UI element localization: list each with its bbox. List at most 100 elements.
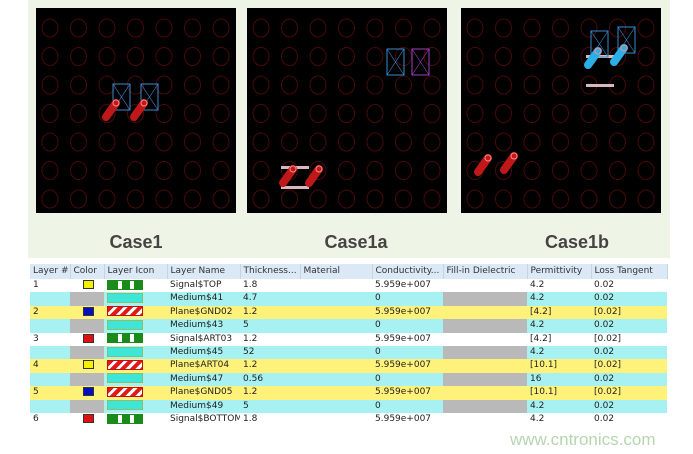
conductivity[interactable]: 5.959e+007 <box>372 332 443 347</box>
loss-tangent[interactable]: 0.02 <box>591 413 667 427</box>
layer-color[interactable] <box>70 359 104 373</box>
layer-color[interactable] <box>70 332 104 347</box>
color-swatch[interactable] <box>83 280 94 289</box>
table-row[interactable]: 1 Signal$TOP 1.8 5.959e+007 4.2 0.02 <box>30 279 667 293</box>
fill-in-dielectric[interactable] <box>443 386 527 400</box>
color-swatch[interactable] <box>83 333 94 343</box>
loss-tangent[interactable]: 0.02 <box>591 399 667 414</box>
column-header[interactable]: Conductivity... <box>372 264 444 279</box>
color-swatch[interactable] <box>83 306 94 316</box>
fill-in-dielectric[interactable] <box>443 346 527 360</box>
permittivity[interactable]: 4.2 <box>527 319 591 333</box>
column-header[interactable]: Permittivity <box>527 264 592 279</box>
permittivity[interactable]: 4.2 <box>527 279 591 293</box>
table-row[interactable]: Medium$41 4.7 0 4.2 0.02 <box>30 292 667 306</box>
permittivity[interactable]: 4.2 <box>527 292 591 306</box>
fill-in-dielectric[interactable] <box>443 292 527 306</box>
table-row[interactable]: Medium$43 5 0 4.2 0.02 <box>30 319 667 333</box>
conductivity[interactable]: 5.959e+007 <box>372 413 443 427</box>
fill-in-dielectric[interactable] <box>443 359 527 373</box>
loss-tangent[interactable]: 0.02 <box>591 346 667 360</box>
table-row[interactable]: 2 Plane$GND02 1.2 5.959e+007 [4.2] [0.02] <box>30 305 667 320</box>
material[interactable] <box>300 386 372 400</box>
loss-tangent[interactable]: 0.02 <box>591 372 667 387</box>
loss-tangent[interactable]: 0.02 <box>591 292 667 306</box>
layer-name[interactable]: Plane$ART04 <box>167 359 240 373</box>
table-row[interactable]: 6 Signal$BOTTOM 1.8 5.959e+007 4.2 0.02 <box>30 413 667 427</box>
material[interactable] <box>300 305 372 320</box>
thickness[interactable]: 5 <box>240 319 300 333</box>
table-row[interactable]: Medium$49 5 0 4.2 0.02 <box>30 399 667 414</box>
layer-color[interactable] <box>70 399 104 414</box>
loss-tangent[interactable]: 0.02 <box>591 279 667 293</box>
thickness[interactable]: 1.2 <box>240 332 300 347</box>
material[interactable] <box>300 413 372 427</box>
layer-name[interactable]: Medium$49 <box>167 399 240 414</box>
fill-in-dielectric[interactable] <box>443 305 527 320</box>
layer-name[interactable]: Signal$BOTTOM <box>167 413 240 427</box>
thickness[interactable]: 1.2 <box>240 359 300 373</box>
material[interactable] <box>300 399 372 414</box>
material[interactable] <box>300 359 372 373</box>
column-header[interactable]: Material <box>300 264 373 279</box>
layer-color[interactable] <box>70 292 104 306</box>
color-swatch[interactable] <box>83 360 94 370</box>
column-header[interactable]: Fill-in Dielectric <box>443 264 528 279</box>
layer-color[interactable] <box>70 372 104 387</box>
layer-color[interactable] <box>70 386 104 400</box>
permittivity[interactable]: [10.1] <box>527 359 591 373</box>
conductivity[interactable]: 0 <box>372 319 443 333</box>
permittivity[interactable]: [4.2] <box>527 332 591 347</box>
column-header[interactable]: Layer Name <box>167 264 241 279</box>
conductivity[interactable]: 0 <box>372 372 443 387</box>
conductivity[interactable]: 0 <box>372 292 443 306</box>
column-header[interactable]: Color <box>70 264 105 279</box>
fill-in-dielectric[interactable] <box>443 413 527 427</box>
conductivity[interactable]: 0 <box>372 346 443 360</box>
material[interactable] <box>300 332 372 347</box>
thickness[interactable]: 1.2 <box>240 305 300 320</box>
fill-in-dielectric[interactable] <box>443 279 527 293</box>
layer-name[interactable]: Plane$GND02 <box>167 305 240 320</box>
table-row[interactable]: Medium$47 0.56 0 16 0.02 <box>30 372 667 387</box>
permittivity[interactable]: 4.2 <box>527 346 591 360</box>
material[interactable] <box>300 346 372 360</box>
layer-name[interactable]: Signal$ART03 <box>167 332 240 347</box>
column-header[interactable]: Layer Icon <box>104 264 168 279</box>
conductivity[interactable]: 5.959e+007 <box>372 386 443 400</box>
color-swatch[interactable] <box>83 387 94 397</box>
thickness[interactable]: 5 <box>240 399 300 414</box>
fill-in-dielectric[interactable] <box>443 332 527 347</box>
fill-in-dielectric[interactable] <box>443 319 527 333</box>
conductivity[interactable]: 0 <box>372 399 443 414</box>
column-header[interactable]: Layer # <box>30 264 71 279</box>
permittivity[interactable]: 16 <box>527 372 591 387</box>
material[interactable] <box>300 319 372 333</box>
material[interactable] <box>300 372 372 387</box>
conductivity[interactable]: 5.959e+007 <box>372 279 443 293</box>
fill-in-dielectric[interactable] <box>443 372 527 387</box>
thickness[interactable]: 1.2 <box>240 386 300 400</box>
layer-color[interactable] <box>70 319 104 333</box>
table-row[interactable]: 4 Plane$ART04 1.2 5.959e+007 [10.1] [0.02] <box>30 359 667 373</box>
fill-in-dielectric[interactable] <box>443 399 527 414</box>
loss-tangent[interactable]: [0.02] <box>591 305 667 320</box>
material[interactable] <box>300 292 372 306</box>
layer-name[interactable]: Medium$45 <box>167 346 240 360</box>
loss-tangent[interactable]: 0.02 <box>591 319 667 333</box>
loss-tangent[interactable]: [0.02] <box>591 359 667 373</box>
permittivity[interactable]: [4.2] <box>527 305 591 320</box>
color-swatch[interactable] <box>83 414 94 424</box>
permittivity[interactable]: 4.2 <box>527 399 591 414</box>
thickness[interactable]: 1.8 <box>240 413 300 427</box>
loss-tangent[interactable]: [0.02] <box>591 386 667 400</box>
layer-name[interactable]: Signal$TOP <box>167 279 240 293</box>
thickness[interactable]: 0.56 <box>240 372 300 387</box>
layer-name[interactable]: Plane$GND05 <box>167 386 240 400</box>
layer-color[interactable] <box>70 346 104 360</box>
layer-name[interactable]: Medium$41 <box>167 292 240 306</box>
layer-color[interactable] <box>70 305 104 320</box>
permittivity[interactable]: 4.2 <box>527 413 591 427</box>
column-header[interactable]: Thickness... <box>240 264 301 279</box>
conductivity[interactable]: 5.959e+007 <box>372 359 443 373</box>
